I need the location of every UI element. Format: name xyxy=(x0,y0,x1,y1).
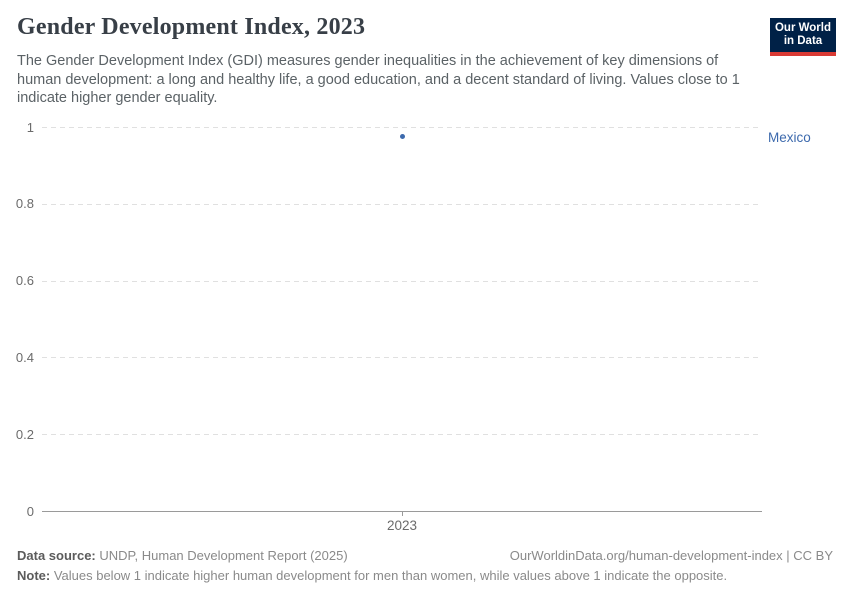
gridline-y-0.4 xyxy=(42,357,762,359)
y-tick-label-0.2: 0.2 xyxy=(15,426,34,442)
chart-footer: Data source: UNDP, Human Development Rep… xyxy=(17,548,833,584)
gridline-y-1 xyxy=(42,127,762,128)
x-axis-tick xyxy=(402,511,403,516)
y-tick-label-0.8: 0.8 xyxy=(15,196,34,212)
note-text: Values below 1 indicate higher human dev… xyxy=(50,568,728,583)
gridline-y-0.2 xyxy=(42,434,762,436)
owid-logo-line2: in Data xyxy=(783,35,823,47)
x-tick-label-2023: 2023 xyxy=(386,518,418,533)
owid-logo-line1: Our World xyxy=(774,22,831,34)
y-tick-label-0: 0 xyxy=(26,503,34,519)
gridline-y-0.8 xyxy=(42,203,762,205)
data-source-label: Data source: xyxy=(17,548,96,563)
data-source-text: UNDP, Human Development Report (2025) xyxy=(95,548,348,563)
note-label: Note: xyxy=(17,568,51,583)
y-tick-label-1: 1 xyxy=(26,119,34,135)
source-url-link[interactable]: OurWorldinData.org/human-development-ind… xyxy=(509,548,833,563)
note-line: Note: Values below 1 indicate higher hum… xyxy=(17,568,833,584)
gridline-y-0.6 xyxy=(42,280,762,282)
y-tick-label-0.4: 0.4 xyxy=(15,349,34,365)
data-point-mexico[interactable] xyxy=(399,134,405,140)
data-source-line: Data source: UNDP, Human Development Rep… xyxy=(17,548,348,564)
page-title: Gender Development Index, 2023 xyxy=(17,14,366,40)
owid-logo[interactable]: Our World in Data xyxy=(770,18,836,56)
entity-label-mexico[interactable]: Mexico xyxy=(768,129,811,145)
y-tick-label-0.6: 0.6 xyxy=(15,273,34,289)
chart-subtitle: The Gender Development Index (GDI) measu… xyxy=(17,53,740,106)
